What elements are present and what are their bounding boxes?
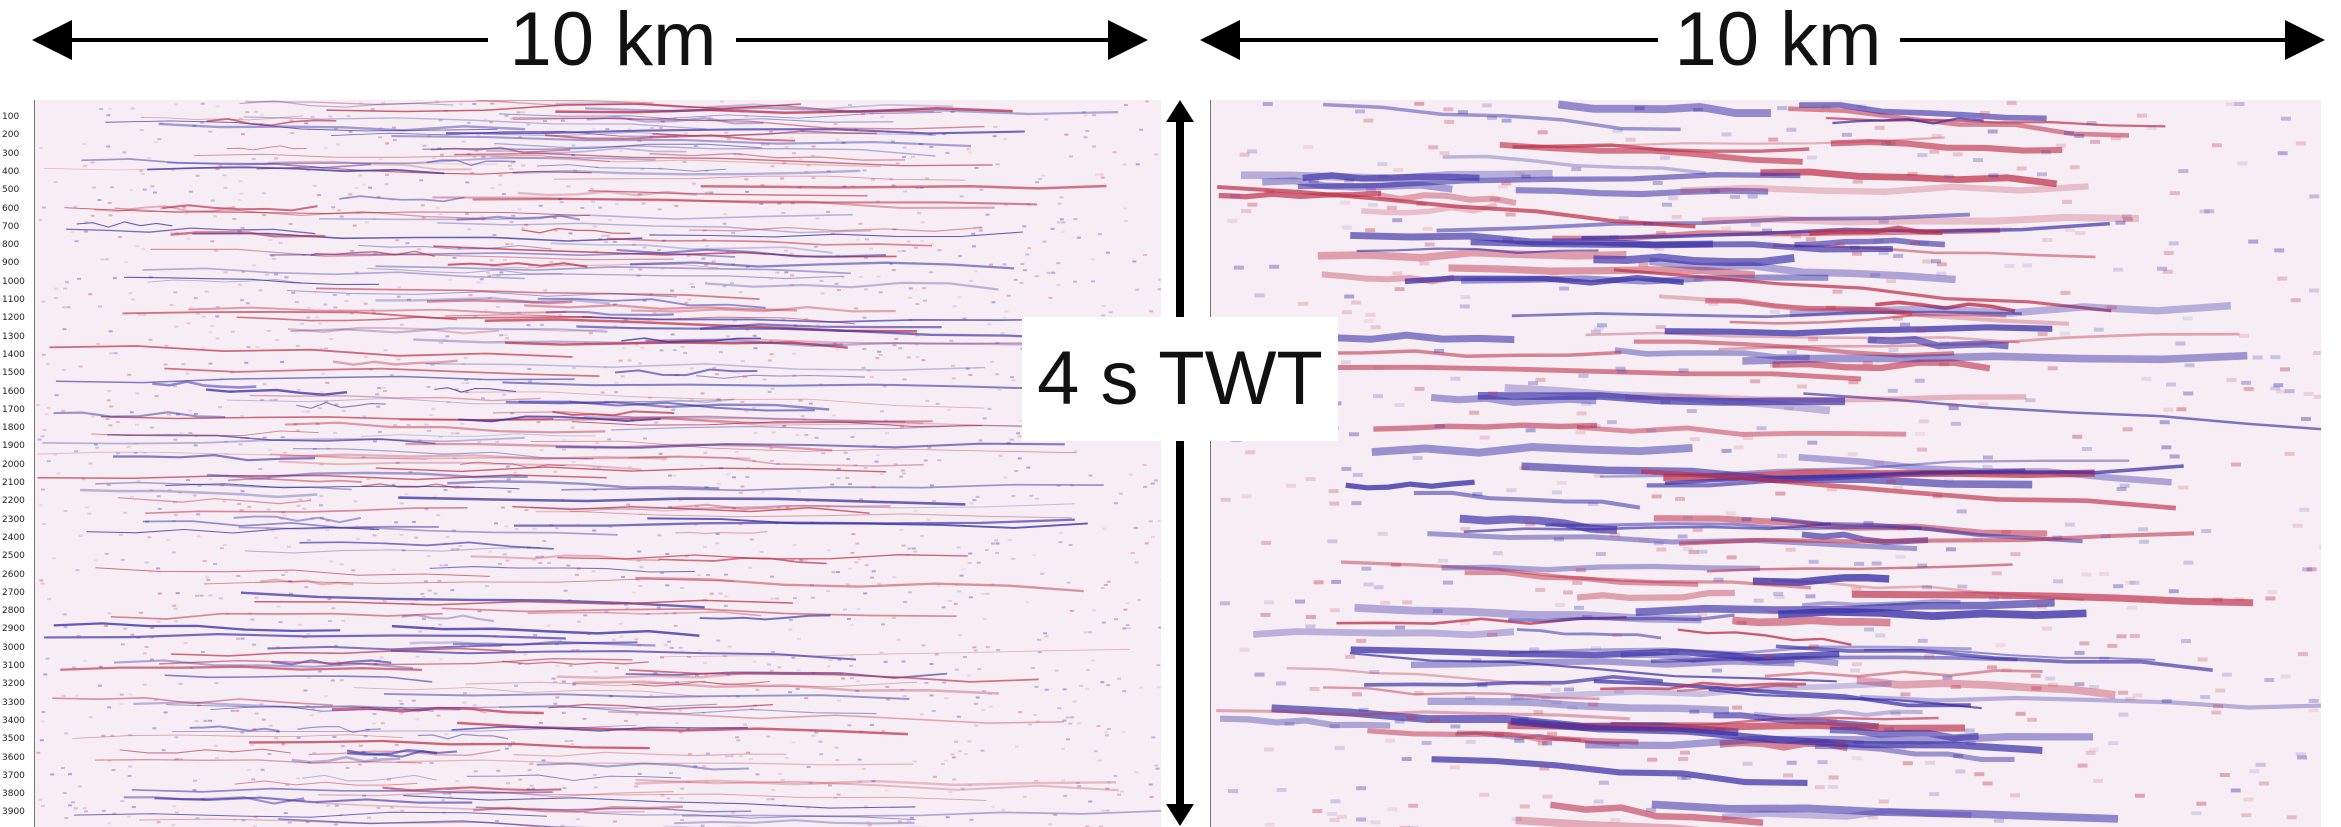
depth-tick-label: 2300 bbox=[2, 514, 25, 525]
right-scale-bar bbox=[1200, 20, 2325, 60]
depth-tick-label: 3900 bbox=[2, 807, 25, 818]
depth-tick-label: 3100 bbox=[2, 661, 25, 671]
depth-tick-label: 1900 bbox=[2, 441, 25, 452]
left-seismic-image bbox=[35, 100, 1161, 827]
depth-tick-label: 2500 bbox=[2, 551, 25, 562]
depth-tick-label: 3000 bbox=[2, 642, 25, 653]
left-seismic-panel bbox=[34, 100, 1161, 827]
depth-tick-label: 1800 bbox=[2, 423, 25, 434]
depth-tick-label: 3800 bbox=[2, 789, 25, 800]
depth-tick-label: 600 bbox=[2, 203, 20, 214]
depth-tick-label: 500 bbox=[2, 185, 20, 196]
depth-tick-label: 2400 bbox=[2, 532, 25, 543]
depth-tick-label: 1100 bbox=[2, 295, 25, 305]
depth-tick-label: 2800 bbox=[2, 606, 25, 617]
depth-tick-label: 2100 bbox=[2, 478, 25, 488]
twt-label: 4 s TWT bbox=[1022, 317, 1338, 441]
right-seismic-panel bbox=[1210, 100, 2321, 827]
depth-tick-label: 100 bbox=[2, 112, 20, 122]
depth-tick-label: 700 bbox=[2, 221, 20, 232]
depth-tick-label: 3400 bbox=[2, 715, 25, 726]
depth-tick-label: 1000 bbox=[2, 276, 25, 287]
depth-tick-label: 2000 bbox=[2, 459, 25, 470]
depth-tick-label: 3300 bbox=[2, 697, 25, 708]
depth-tick-label: 900 bbox=[2, 258, 20, 269]
depth-tick-label: 1400 bbox=[2, 349, 25, 360]
depth-tick-label: 2900 bbox=[2, 624, 25, 635]
depth-tick-label: 300 bbox=[2, 148, 20, 159]
depth-tick-label: 3700 bbox=[2, 770, 25, 781]
depth-tick-label: 400 bbox=[2, 166, 20, 177]
depth-tick-label: 1200 bbox=[2, 313, 25, 324]
depth-tick-label: 3500 bbox=[2, 734, 25, 745]
depth-tick-label: 800 bbox=[2, 240, 20, 251]
depth-tick-label: 2600 bbox=[2, 569, 25, 580]
depth-tick-label: 1300 bbox=[2, 331, 25, 342]
depth-tick-label: 1700 bbox=[2, 404, 25, 415]
left-scale-bar bbox=[32, 20, 1148, 60]
depth-tick-label: 200 bbox=[2, 130, 20, 141]
depth-tick-label: 1600 bbox=[2, 386, 25, 397]
depth-axis: 100 200 300 400 500 600 700 800 900 1000 1100 1200 1… bbox=[0, 100, 34, 827]
left-scale-label: 10 km bbox=[509, 0, 717, 82]
depth-tick-label: 2700 bbox=[2, 587, 25, 598]
right-seismic-image bbox=[1211, 100, 2321, 827]
depth-tick-label: 3200 bbox=[2, 679, 25, 690]
twt-arrow bbox=[1166, 100, 1194, 826]
depth-tick-label: 2200 bbox=[2, 496, 25, 507]
depth-tick-label: 1500 bbox=[2, 368, 25, 379]
depth-tick-label: 3600 bbox=[2, 752, 25, 763]
right-scale-label: 10 km bbox=[1674, 0, 1882, 82]
